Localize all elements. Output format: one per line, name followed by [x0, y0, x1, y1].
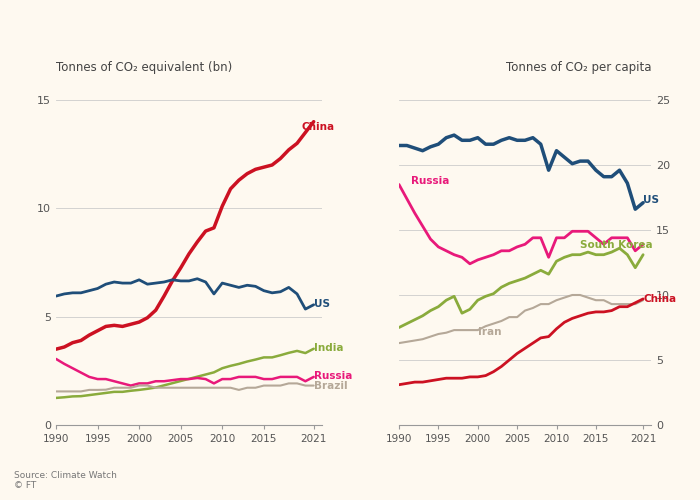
Text: US: US	[643, 195, 659, 205]
Text: Iran: Iran	[477, 326, 501, 336]
Text: South Korea: South Korea	[580, 240, 652, 250]
Text: China: China	[643, 294, 676, 304]
Text: Russia: Russia	[411, 176, 449, 186]
Text: Source: Climate Watch
© FT: Source: Climate Watch © FT	[14, 470, 117, 490]
Text: China: China	[301, 122, 335, 132]
Text: India: India	[314, 343, 343, 353]
Text: Tonnes of CO₂ equivalent (bn): Tonnes of CO₂ equivalent (bn)	[56, 61, 232, 74]
Text: Tonnes of CO₂ per capita: Tonnes of CO₂ per capita	[505, 61, 651, 74]
Text: Brazil: Brazil	[314, 380, 347, 390]
Text: US: US	[314, 298, 330, 308]
Text: Russia: Russia	[314, 371, 352, 381]
